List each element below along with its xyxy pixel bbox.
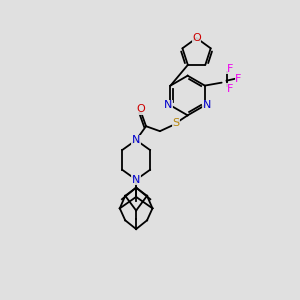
Text: S: S (172, 118, 179, 128)
Text: F: F (226, 64, 233, 74)
Text: N: N (132, 175, 140, 185)
Text: O: O (137, 104, 146, 114)
Text: N: N (202, 100, 211, 110)
Text: N: N (132, 135, 140, 145)
Text: O: O (192, 33, 201, 43)
Text: N: N (164, 100, 173, 110)
Text: F: F (235, 74, 242, 84)
Text: F: F (226, 84, 233, 94)
